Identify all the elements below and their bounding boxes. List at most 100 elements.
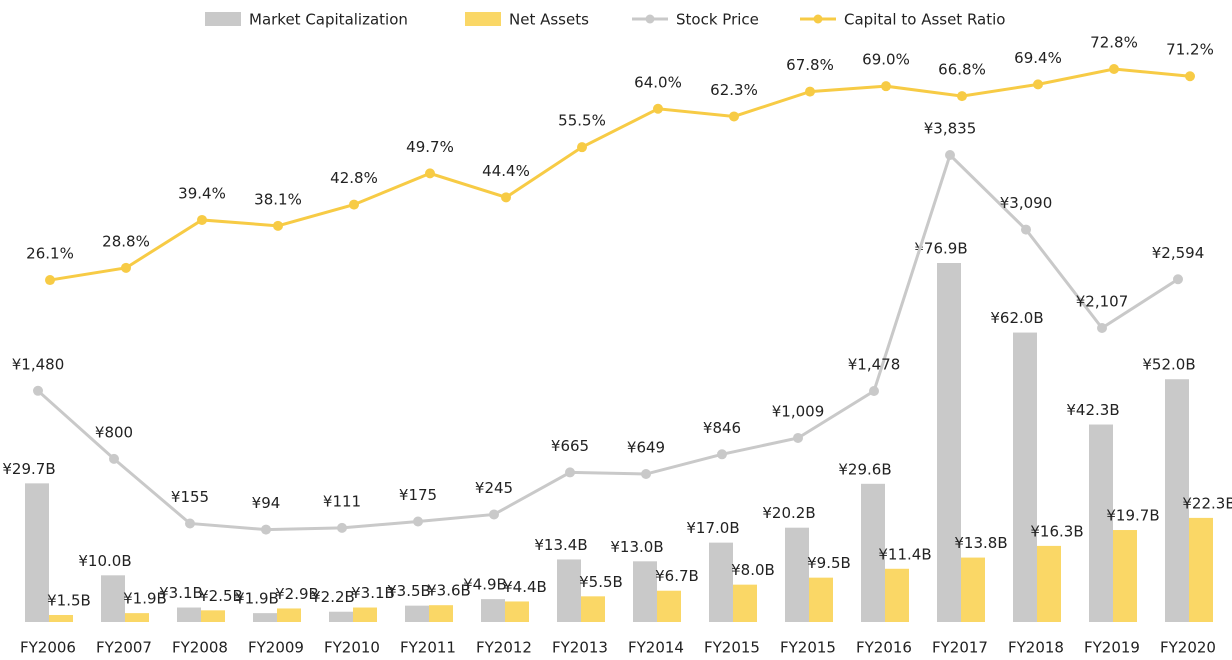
x-tick-label: FY2006 bbox=[20, 639, 76, 657]
x-tick-label: FY2017 bbox=[932, 639, 988, 657]
data-label: ¥245 bbox=[475, 479, 513, 497]
data-label: ¥4.9B bbox=[463, 576, 507, 594]
line-marker bbox=[1097, 323, 1107, 334]
line-marker bbox=[261, 524, 271, 535]
data-label: 69.4% bbox=[1014, 49, 1062, 67]
line bbox=[36, 152, 1179, 532]
bar bbox=[201, 610, 225, 622]
data-label: ¥76.9B bbox=[914, 240, 967, 258]
data-label: ¥13.8B bbox=[954, 534, 1007, 552]
data-label: ¥800 bbox=[95, 423, 133, 441]
data-label: ¥155 bbox=[171, 488, 209, 506]
data-label: ¥29.6B bbox=[838, 460, 891, 478]
bar bbox=[657, 590, 681, 622]
bar bbox=[177, 607, 201, 622]
data-label: ¥1.9B bbox=[235, 590, 279, 608]
line-marker bbox=[349, 199, 359, 210]
data-label: ¥13.0B bbox=[610, 538, 663, 556]
line-marker bbox=[869, 386, 879, 397]
bar bbox=[1089, 424, 1113, 622]
bar bbox=[961, 557, 985, 622]
x-tick-label: FY2012 bbox=[476, 639, 532, 657]
bar bbox=[785, 527, 809, 622]
line-marker bbox=[185, 518, 195, 529]
line-marker bbox=[717, 449, 727, 460]
data-label: ¥2.9B bbox=[275, 585, 319, 603]
data-label: ¥2.2B bbox=[311, 588, 355, 606]
line-marker bbox=[413, 516, 423, 527]
x-tick-label: FY2009 bbox=[248, 639, 304, 657]
data-label: 26.1% bbox=[26, 245, 74, 263]
x-tick-label: FY2013 bbox=[552, 639, 608, 657]
line-marker bbox=[641, 469, 651, 480]
line-marker bbox=[805, 86, 815, 97]
data-label: 44.4% bbox=[482, 162, 530, 180]
line-marker bbox=[501, 192, 511, 203]
data-label: ¥9.5B bbox=[807, 554, 851, 572]
data-label: ¥11.4B bbox=[878, 545, 931, 563]
x-tick-label: FY2011 bbox=[400, 639, 456, 657]
bar bbox=[49, 614, 73, 622]
x-tick-label: FY2019 bbox=[1084, 639, 1140, 657]
legend-label: Stock Price bbox=[676, 11, 759, 29]
legend-swatch bbox=[465, 12, 501, 26]
line bbox=[49, 67, 1191, 282]
data-label: ¥3,090 bbox=[1000, 194, 1053, 212]
data-label: 28.8% bbox=[102, 232, 150, 250]
data-label: ¥1.9B bbox=[123, 590, 167, 608]
data-label: 64.0% bbox=[634, 73, 682, 91]
bar bbox=[1189, 517, 1213, 622]
data-label: ¥3,835 bbox=[924, 120, 977, 138]
data-label: ¥846 bbox=[703, 419, 741, 437]
bar bbox=[405, 605, 429, 622]
bar bbox=[557, 559, 581, 622]
legend-label: Market Capitalization bbox=[249, 11, 408, 29]
bar bbox=[885, 568, 909, 622]
line-marker bbox=[793, 432, 803, 443]
data-label: 39.4% bbox=[178, 184, 226, 202]
data-label: ¥1,478 bbox=[848, 356, 901, 374]
data-label: ¥94 bbox=[252, 494, 281, 512]
data-label: ¥2,107 bbox=[1076, 293, 1129, 311]
data-label: 69.0% bbox=[862, 51, 910, 69]
bar bbox=[505, 601, 529, 622]
x-tick-label: FY2007 bbox=[96, 639, 152, 657]
bar bbox=[1013, 332, 1037, 622]
x-tick-label: FY2020 bbox=[1160, 639, 1216, 657]
line-marker bbox=[1185, 71, 1195, 82]
data-label: ¥1.5B bbox=[47, 591, 91, 609]
bar bbox=[253, 613, 277, 622]
data-label: ¥1,480 bbox=[12, 355, 65, 373]
data-label: ¥649 bbox=[627, 439, 665, 457]
data-label: ¥16.3B bbox=[1030, 522, 1083, 540]
data-label: 55.5% bbox=[558, 112, 606, 130]
bar bbox=[25, 483, 49, 622]
data-label: ¥3.1B bbox=[159, 584, 203, 602]
line-marker bbox=[33, 385, 43, 396]
data-label: 67.8% bbox=[786, 56, 834, 74]
data-label: 62.3% bbox=[710, 81, 758, 99]
x-tick-label: FY2018 bbox=[1008, 639, 1064, 657]
bar bbox=[1165, 379, 1189, 622]
data-label: ¥4.4B bbox=[503, 578, 547, 596]
legend-marker bbox=[813, 14, 823, 24]
line-marker bbox=[565, 467, 575, 478]
data-label: 42.8% bbox=[330, 169, 378, 187]
bar bbox=[429, 605, 453, 622]
line-marker bbox=[425, 168, 435, 179]
line-marker bbox=[577, 142, 587, 153]
bar bbox=[1037, 545, 1061, 622]
bar bbox=[709, 542, 733, 622]
line-marker bbox=[489, 509, 499, 520]
data-label: ¥2.5B bbox=[199, 587, 243, 605]
legend-label: Net Assets bbox=[509, 11, 589, 29]
data-label: ¥2,594 bbox=[1152, 244, 1205, 262]
data-label: ¥20.2B bbox=[762, 504, 815, 522]
legend-marker bbox=[645, 14, 655, 24]
line-marker bbox=[957, 91, 967, 102]
data-label: ¥52.0B bbox=[1142, 356, 1195, 374]
x-tick-label: FY2014 bbox=[628, 639, 684, 657]
bar bbox=[277, 608, 301, 622]
line-marker bbox=[1033, 79, 1043, 90]
